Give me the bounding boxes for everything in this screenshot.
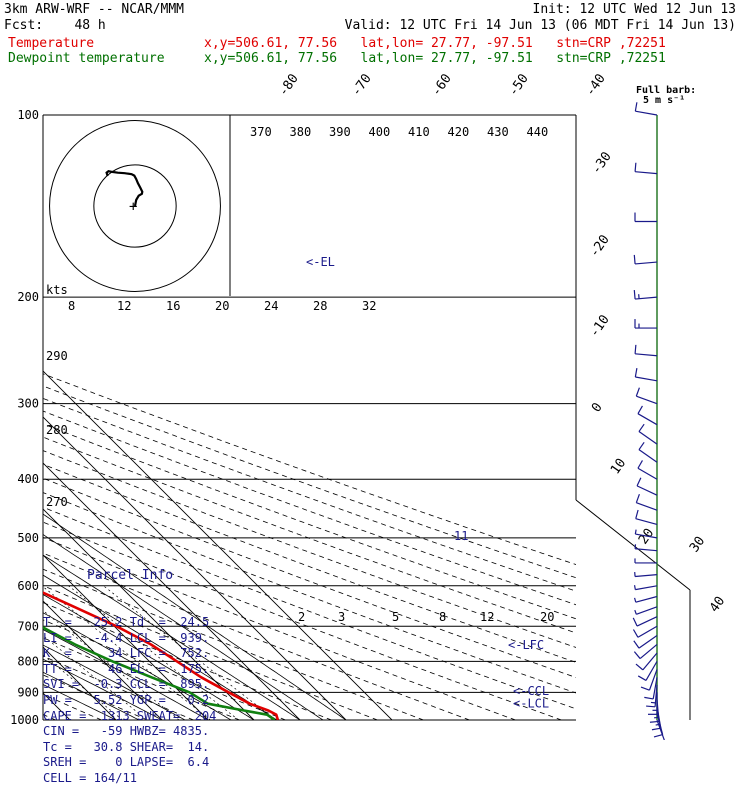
theta-label: 290 [46, 349, 68, 363]
pressure-tick-label: 900 [17, 685, 39, 699]
theta-label: 270 [46, 495, 68, 509]
wind-barb [636, 510, 657, 524]
wind-barb [639, 424, 657, 444]
wind-barb [635, 368, 657, 381]
pressure-tick-label: 100 [17, 108, 39, 122]
wind-barb [657, 720, 665, 740]
theta-e-label: 430 [487, 125, 509, 139]
wind-barb [635, 213, 657, 222]
parcel-info-row: CELL = 164/11 [43, 771, 238, 787]
barb-legend-units: 5 m s⁻¹ [643, 95, 685, 106]
mixing-ratio-label: 2 [298, 610, 305, 624]
parcel-marker-label: <-LFC [508, 638, 544, 652]
isotherm-label: -70 [349, 71, 375, 99]
hodograph-speed-tick: 28 [313, 299, 327, 313]
parcel-marker-label: <-EL [306, 255, 335, 269]
isotherm-label: -60 [429, 71, 455, 99]
theta-label: 280 [46, 423, 68, 437]
wind-barb [633, 617, 657, 626]
hodograph-speed-tick: 20 [215, 299, 229, 313]
theta-e-label: 370 [250, 125, 272, 139]
wind-barb [635, 607, 657, 615]
wind-barb [638, 460, 657, 479]
wind-barb [636, 494, 657, 510]
wind-barb [635, 585, 657, 589]
parcel-info-title: Parcel Info [43, 568, 238, 584]
wind-barb [634, 636, 657, 649]
pressure-tick-label: 800 [17, 654, 39, 668]
isotherm-label: 0 [589, 400, 606, 415]
wind-barb [635, 345, 657, 356]
hodograph-speed-tick: 16 [166, 299, 180, 313]
mixing-ratio-label: 8 [439, 610, 446, 624]
wind-barbs [633, 102, 664, 740]
mixing-ratio-label: 12 [480, 610, 494, 624]
mixing-ratio-label: 20 [540, 610, 554, 624]
wind-barb [635, 163, 657, 174]
parcel-info-row: K = 34 LFC = 752. [43, 646, 238, 662]
hodograph-speed-tick: 8 [68, 299, 75, 313]
wind-barb [634, 290, 657, 299]
parcel-info-row: T = 25.2 Td = 24.5 [43, 615, 238, 631]
wind-barb [635, 572, 657, 576]
theta-e-label: 410 [408, 125, 430, 139]
pressure-tick-label: 600 [17, 579, 39, 593]
parcel-info-row: Tc = 30.8 SHEAR= 14. [43, 740, 238, 756]
mixing-ratio-label: 3 [338, 610, 345, 624]
pressure-tick-label: 1000 [10, 713, 39, 727]
parcel-info-row: SVI = -0.3 CCL = 895. [43, 677, 238, 693]
cell-label: 11 [454, 529, 468, 543]
mixing-ratio-label: 5 [392, 610, 399, 624]
wind-barb [639, 442, 657, 462]
wind-barb [637, 478, 657, 495]
theta-e-label: 420 [448, 125, 470, 139]
parcel-info-row: SREH = 0 LAPSE= 6.4 [43, 755, 238, 771]
isotherm-label: -80 [276, 71, 302, 99]
isotherm-label: -40 [583, 71, 609, 99]
isotherm-label: 10 [608, 456, 629, 477]
wind-barb [638, 406, 657, 425]
parcel-info-row: TT = 46 EL = 175. [43, 662, 238, 678]
isotherm-label: -30 [589, 149, 615, 177]
isotherm-label: -10 [587, 312, 613, 340]
wind-barb [635, 597, 657, 603]
isotherm-label: 30 [687, 534, 708, 555]
theta-e-label: 380 [290, 125, 312, 139]
parcel-info-row: PW = 5.52 YGP = 0.2 [43, 693, 238, 709]
wind-barb [633, 626, 657, 637]
theta-e-label: 400 [369, 125, 391, 139]
hodograph-speed-tick: 12 [117, 299, 131, 313]
parcel-info-row: LI = -4.4 LCL = 939. [43, 631, 238, 647]
parcel-marker-label: <-LCL [513, 696, 549, 710]
isotherm-label: -50 [506, 71, 532, 99]
pressure-tick-label: 500 [17, 531, 39, 545]
wind-barb [635, 319, 657, 328]
theta-e-label: 390 [329, 125, 351, 139]
hodograph-trace [107, 171, 143, 206]
isotherm-label: -20 [587, 232, 613, 260]
wind-barb [635, 558, 657, 563]
parcel-info-row: CAPE = 1313 SWEAT= 204 [43, 709, 238, 725]
pressure-tick-label: 300 [17, 397, 39, 411]
hodograph-kts-label: kts [46, 283, 68, 297]
hodograph-speed-tick: 32 [362, 299, 376, 313]
pressure-tick-label: 200 [17, 290, 39, 304]
wind-barb [636, 388, 657, 404]
wind-barb [634, 255, 657, 264]
isotherm-label: 40 [707, 594, 728, 615]
wind-barb [641, 669, 657, 690]
theta-e-label: 440 [527, 125, 549, 139]
hodograph-speed-tick: 24 [264, 299, 278, 313]
pressure-tick-label: 400 [17, 472, 39, 486]
pressure-tick-label: 700 [17, 619, 39, 633]
parcel-info-row: CIN = -59 HWBZ= 4835. [43, 724, 238, 740]
